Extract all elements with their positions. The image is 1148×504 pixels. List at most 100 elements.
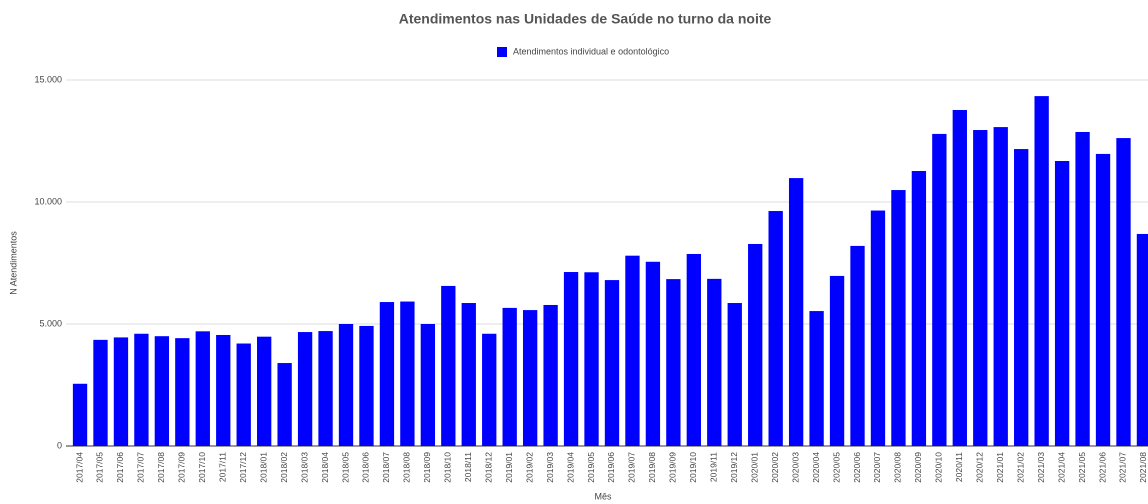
- x-tick-label: 2019/12: [729, 452, 739, 483]
- bar: [134, 333, 149, 446]
- bar: [236, 343, 251, 446]
- bar: [1116, 138, 1131, 446]
- x-tick-label: 2018/01: [258, 452, 268, 483]
- x-tick-label: 2021/08: [1138, 452, 1148, 483]
- x-tick-label: 2020/06: [852, 452, 862, 483]
- x-tick-label: 2017/12: [238, 452, 248, 483]
- y-tick-label: 5.000: [39, 318, 62, 328]
- y-axis-label: N Atendimentos: [8, 231, 18, 295]
- bar: [297, 332, 313, 446]
- x-tick-label: 2019/10: [688, 452, 698, 483]
- bar: [400, 301, 415, 446]
- x-tick-label: 2019/02: [524, 452, 534, 483]
- x-tick-label: 2020/02: [770, 452, 780, 483]
- x-tick-label: 2020/12: [975, 452, 985, 483]
- bar: [277, 363, 292, 446]
- x-tick-label: 2017/04: [74, 452, 84, 483]
- bar: [604, 280, 620, 446]
- x-tick-label: 2019/07: [627, 452, 637, 483]
- bar: [318, 331, 333, 446]
- bar: [768, 211, 783, 446]
- bar: [625, 255, 640, 446]
- bar: [359, 325, 374, 446]
- x-tick-label: 2019/04: [565, 452, 575, 483]
- x-tick-label: 2020/11: [954, 452, 964, 482]
- x-tick-label: 2020/05: [831, 452, 841, 483]
- bar: [809, 311, 824, 446]
- bar: [93, 339, 108, 446]
- x-axis-label: Mês: [594, 491, 612, 501]
- x-tick-label: 2020/10: [934, 452, 944, 483]
- y-tick-label: 0: [57, 440, 62, 450]
- x-tick-label: 2020/08: [893, 452, 903, 483]
- x-tick-label: 2019/03: [545, 452, 555, 483]
- x-tick-label: 2019/11: [709, 452, 719, 482]
- bar: [154, 336, 170, 446]
- x-tick-label: 2019/01: [504, 452, 514, 483]
- x-tick-label: 2018/12: [483, 452, 493, 483]
- y-tick-label: 15.000: [34, 74, 62, 84]
- bar: [257, 336, 272, 446]
- x-tick-label: 2021/07: [1118, 452, 1128, 483]
- x-tick-label: 2017/05: [95, 452, 105, 483]
- bar: [461, 303, 476, 446]
- bar: [932, 133, 947, 446]
- bar: [482, 333, 497, 446]
- legend-label: Atendimentos individual e odontológico: [513, 46, 669, 56]
- x-tick-label: 2021/06: [1097, 452, 1107, 483]
- bar: [850, 245, 865, 446]
- bar: [338, 324, 354, 446]
- bar: [707, 278, 722, 446]
- bar: [379, 302, 395, 446]
- bar: [584, 272, 599, 446]
- bar: [1075, 131, 1090, 447]
- bar: [175, 338, 190, 446]
- x-tick-label: 2018/10: [443, 452, 453, 483]
- x-tick-label: 2020/07: [872, 452, 882, 483]
- x-tick-label: 2018/06: [361, 452, 371, 483]
- bar: [216, 334, 231, 446]
- legend-swatch: [497, 47, 507, 57]
- x-tick-label: 2021/03: [1036, 452, 1046, 483]
- x-tick-label: 2017/10: [197, 452, 207, 483]
- bar: [952, 110, 967, 447]
- bar: [543, 304, 558, 446]
- bar: [522, 310, 538, 446]
- x-tick-label: 2018/11: [463, 452, 473, 482]
- x-tick-label: 2020/03: [790, 452, 800, 483]
- bar: [788, 178, 804, 446]
- bar: [870, 210, 886, 446]
- x-tick-label: 2018/09: [422, 452, 432, 483]
- x-tick-label: 2020/09: [913, 452, 923, 483]
- x-tick-label: 2018/02: [279, 452, 289, 483]
- bar: [72, 383, 88, 446]
- x-tick-label: 2019/05: [586, 452, 596, 483]
- x-tick-label: 2021/04: [1056, 452, 1066, 483]
- bar: [1054, 161, 1070, 446]
- bar: [563, 272, 579, 446]
- bar: [727, 303, 742, 446]
- x-tick-label: 2021/02: [1015, 452, 1025, 483]
- x-tick-label: 2019/06: [606, 452, 616, 483]
- bar: [993, 127, 1008, 446]
- x-tick-label: 2017/08: [156, 452, 166, 483]
- x-tick-label: 2017/11: [218, 452, 228, 482]
- x-tick-label: 2021/01: [995, 452, 1005, 483]
- x-tick-label: 2017/06: [115, 452, 125, 483]
- bar: [113, 337, 129, 446]
- bar: [1095, 153, 1111, 446]
- x-tick-label: 2018/08: [402, 452, 412, 483]
- x-tick-label: 2019/09: [668, 452, 678, 483]
- bar: [420, 324, 436, 446]
- x-tick-label: 2020/04: [811, 452, 821, 483]
- bar: [686, 253, 701, 446]
- x-tick-label: 2018/03: [299, 452, 309, 483]
- bar: [666, 279, 681, 446]
- chart-title: Atendimentos nas Unidades de Saúde no tu…: [399, 11, 772, 27]
- bar: [748, 243, 763, 446]
- bar: [891, 190, 906, 446]
- bar: [1136, 233, 1148, 446]
- bar: [502, 307, 517, 446]
- x-tick-label: 2018/07: [381, 452, 391, 483]
